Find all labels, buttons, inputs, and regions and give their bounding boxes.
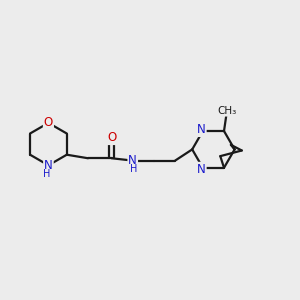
Text: O: O <box>107 131 116 144</box>
Text: H: H <box>43 169 51 179</box>
Text: N: N <box>44 159 53 172</box>
Text: N: N <box>197 163 206 176</box>
Text: H: H <box>130 164 137 174</box>
Text: N: N <box>197 123 206 136</box>
Text: N: N <box>128 154 137 167</box>
Text: O: O <box>44 116 53 129</box>
Text: CH₃: CH₃ <box>217 106 237 116</box>
